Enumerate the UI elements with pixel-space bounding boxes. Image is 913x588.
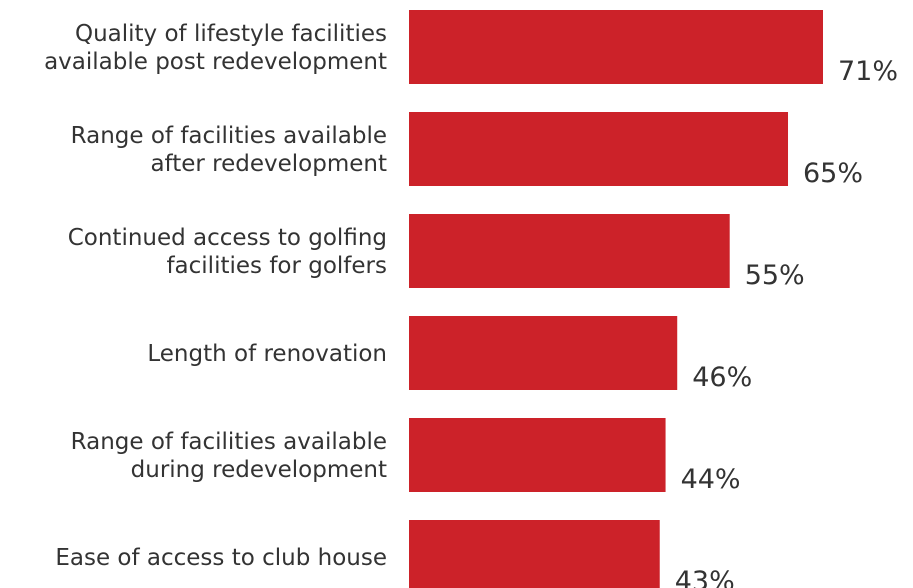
category-label-3: Continued access to golfing facilities fo…	[68, 225, 387, 279]
category-label-4: Length of renovation	[147, 341, 387, 367]
category-label-line: Quality of lifestyle facilities	[75, 21, 387, 47]
category-label-line: Length of renovation	[147, 341, 387, 367]
bar-3	[409, 214, 730, 288]
value-label-3: 55%	[745, 260, 805, 291]
bar-6	[409, 520, 660, 588]
category-label-line: Ease of access to club house	[55, 545, 387, 571]
value-label-2: 65%	[803, 158, 863, 189]
category-label-6: Ease of access to club house	[55, 545, 387, 571]
value-label-6: 43%	[675, 566, 735, 588]
category-label-2: Range of facilities available after redev…	[71, 123, 387, 177]
bar-5	[409, 418, 666, 492]
category-label-5: Range of facilities available during rede…	[71, 429, 387, 483]
value-label-4: 46%	[692, 362, 752, 393]
category-label-line: facilities for golfers	[166, 253, 387, 279]
value-label-5: 44%	[681, 464, 741, 495]
bar-2	[409, 112, 789, 186]
category-label-line: available post redevelopment	[44, 49, 387, 75]
category-label-line: Range of facilities available	[71, 123, 387, 149]
bar-1	[409, 10, 823, 84]
bar-4	[409, 316, 678, 390]
category-label-line: during redevelopment	[131, 457, 387, 483]
value-label-1: 71%	[838, 56, 898, 87]
category-label-1: Quality of lifestyle facilities available…	[44, 21, 387, 75]
category-label-line: Range of facilities available	[71, 429, 387, 455]
category-label-line: after redevelopment	[150, 151, 387, 177]
category-label-line: Continued access to golfing	[68, 225, 387, 251]
